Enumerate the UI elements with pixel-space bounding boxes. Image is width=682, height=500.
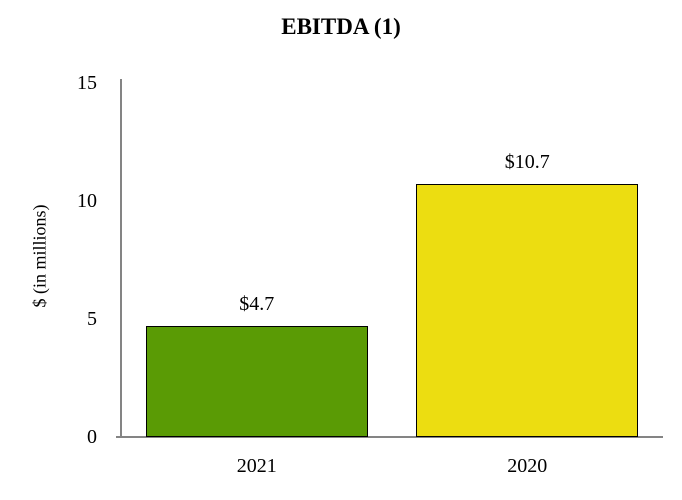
x-category-label-2021: 2021 [236,455,277,477]
y-tick-label-0: 0 [87,426,97,448]
chart-title: EBITDA (1) [281,14,401,39]
bar-value-label-2021: $4.7 [239,293,275,316]
y-axis-line [120,79,122,438]
y-axis-title: $ (in millions) [29,204,50,308]
bar-2021 [145,326,368,437]
x-category-label-2020: 2020 [507,455,548,477]
bar-value-label-2020: $10.7 [504,151,550,174]
y-tick-label-15: 15 [77,72,97,94]
y-tick-label-5: 5 [87,308,97,330]
bar-2020 [416,184,639,437]
x-axis-line [116,436,663,438]
y-tick-label-10: 10 [77,190,97,212]
